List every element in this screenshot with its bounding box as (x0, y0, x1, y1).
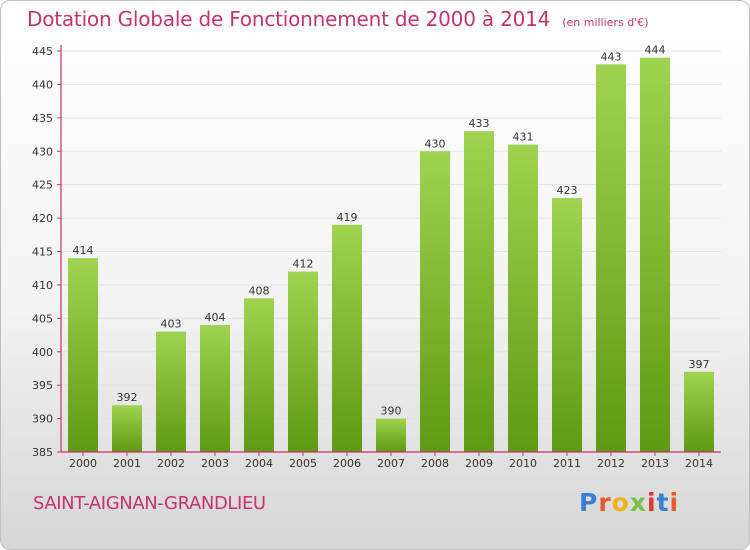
chart-title-text: Dotation Globale de Fonctionnement de 20… (27, 7, 551, 31)
labels: 385 390 395 400 405 410 415 420 425 430 435 440 445 4… (32, 44, 713, 470)
value-label-2008: 430 (425, 137, 446, 150)
y-tick-label: 425 (32, 179, 53, 192)
value-label-2007: 390 (381, 405, 402, 418)
y-tick-label: 430 (32, 145, 53, 158)
x-tick-label-2000: 2000 (69, 457, 97, 470)
logo-letter: P (579, 488, 599, 517)
logo-letter: i (669, 488, 680, 517)
value-label-2011: 423 (557, 184, 578, 197)
axes (57, 45, 721, 456)
bar-2006 (332, 224, 362, 452)
x-tick-label-2013: 2013 (641, 457, 669, 470)
x-tick-label-2012: 2012 (597, 457, 625, 470)
bar-2009 (464, 131, 494, 452)
y-tick-label: 440 (32, 78, 53, 91)
bar-2002 (156, 331, 186, 452)
y-tick-label: 400 (32, 346, 53, 359)
bar-2011 (552, 198, 582, 452)
logo-letter: x (629, 488, 647, 517)
bar-2001 (112, 405, 142, 452)
value-label-2005: 412 (293, 258, 314, 271)
bar-2008 (420, 151, 450, 452)
value-label-2004: 408 (249, 284, 270, 297)
x-tick-label-2003: 2003 (201, 457, 229, 470)
value-label-2009: 433 (469, 117, 490, 130)
logo-letter: i (647, 488, 657, 517)
x-tick-label-2006: 2006 (333, 457, 361, 470)
x-tick-label-2008: 2008 (421, 457, 449, 470)
value-label-2013: 444 (645, 44, 666, 57)
x-tick-label-2007: 2007 (377, 457, 405, 470)
bar-2005 (288, 271, 318, 452)
x-tick-label-2002: 2002 (157, 457, 185, 470)
y-tick-label: 405 (32, 312, 53, 325)
value-label-2006: 419 (337, 211, 358, 224)
logo-letter: r (598, 488, 612, 517)
value-label-2001: 392 (117, 391, 138, 404)
bar-2007 (376, 418, 406, 452)
value-label-2012: 443 (601, 50, 622, 63)
y-tick-label: 435 (32, 112, 53, 125)
y-tick-label: 410 (32, 279, 53, 292)
bars (68, 57, 714, 453)
bar-2014 (684, 371, 714, 452)
y-tick-label: 395 (32, 379, 53, 392)
y-tick-label: 445 (32, 45, 53, 58)
x-tick-label-2005: 2005 (289, 457, 317, 470)
bar-2012 (596, 64, 626, 452)
bar-2000 (68, 258, 98, 452)
x-tick-label-2009: 2009 (465, 457, 493, 470)
logo-letter: o (611, 488, 630, 517)
value-label-2003: 404 (205, 311, 226, 324)
x-tick-label-2004: 2004 (245, 457, 273, 470)
bar-2010 (508, 144, 538, 453)
value-label-2014: 397 (689, 358, 710, 371)
x-tick-label-2001: 2001 (113, 457, 141, 470)
chart-title: Dotation Globale de Fonctionnement de 20… (27, 7, 648, 31)
value-label-2010: 431 (513, 131, 534, 144)
y-tick-label: 420 (32, 212, 53, 225)
bar-2003 (200, 325, 230, 452)
bar-2013 (640, 57, 670, 452)
y-tick-label: 385 (32, 446, 53, 459)
proxiti-logo: Proxiti (579, 488, 679, 517)
bar-2004 (244, 298, 274, 452)
chart-subtitle: (en milliers d'€) (562, 16, 649, 29)
commune-name: SAINT-AIGNAN-GRANDLIEU (33, 493, 266, 514)
y-tick-label: 390 (32, 413, 53, 426)
x-tick-label-2014: 2014 (685, 457, 713, 470)
x-tick-label-2011: 2011 (553, 457, 581, 470)
logo-letter: t (656, 488, 670, 517)
value-label-2002: 403 (161, 318, 182, 331)
x-tick-label-2010: 2010 (509, 457, 537, 470)
value-label-2000: 414 (73, 244, 94, 257)
y-tick-label: 415 (32, 246, 53, 259)
